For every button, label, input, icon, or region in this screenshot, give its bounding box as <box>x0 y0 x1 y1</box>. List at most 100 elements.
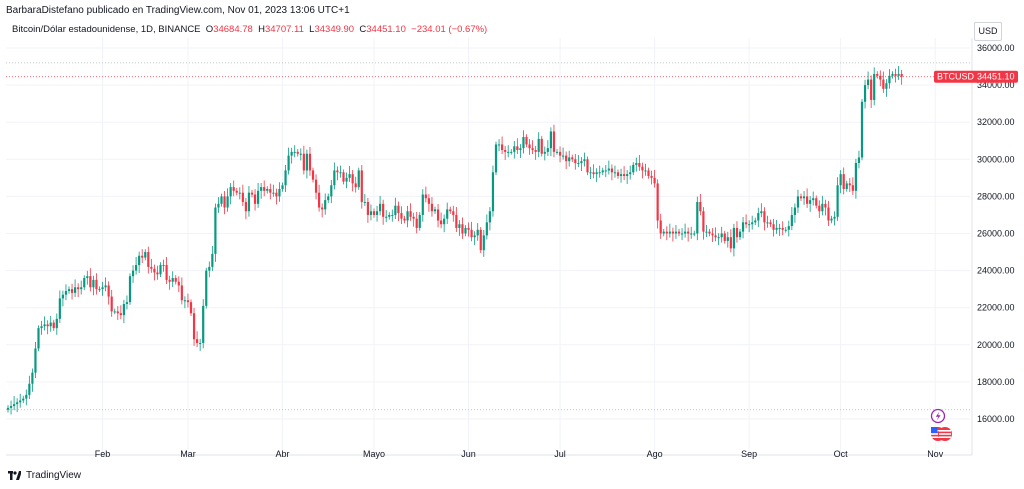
candle-body <box>412 216 415 219</box>
candle-body <box>214 207 217 254</box>
candle-body <box>708 231 711 234</box>
candle-body <box>95 279 98 290</box>
candle-body <box>653 177 656 184</box>
candle-body <box>375 211 379 215</box>
candle-body <box>131 270 135 277</box>
candle-body <box>305 153 308 171</box>
candle-body <box>6 407 10 410</box>
candle-body <box>626 174 629 176</box>
candle-body <box>397 205 400 214</box>
candle-body <box>638 163 641 167</box>
candle-body <box>92 279 95 288</box>
time-tick-label: Oct <box>834 449 849 459</box>
time-tick-label: Ago <box>647 449 663 459</box>
price-tag-value: 34451.10 <box>977 72 1015 82</box>
candle-body <box>418 214 421 228</box>
candle-body <box>174 278 177 282</box>
reference-lines <box>6 62 970 411</box>
price-tick-label: 30000.00 <box>977 154 1015 164</box>
grid <box>6 38 970 455</box>
candle-body <box>449 209 452 212</box>
candle-body <box>119 313 122 316</box>
candle-body <box>796 196 800 208</box>
candle-body <box>745 222 748 225</box>
candle-body <box>580 161 583 164</box>
candle-body <box>806 196 809 204</box>
candle-body <box>186 300 190 303</box>
candle-body <box>717 237 720 239</box>
footer-brand: TradingView <box>26 470 82 481</box>
candle-body <box>754 220 757 223</box>
candle-body <box>696 201 699 234</box>
candle-body <box>705 231 708 233</box>
candle-body <box>848 183 851 186</box>
candle-body <box>629 172 632 175</box>
candle-body <box>586 159 589 173</box>
candle-body <box>888 75 891 84</box>
candle-body <box>333 170 336 186</box>
currency-selector[interactable]: USD <box>974 22 1002 41</box>
candle-body <box>284 170 287 186</box>
candle-body <box>455 214 458 228</box>
candle-body <box>220 196 223 204</box>
candle-body <box>851 185 854 191</box>
candle-body <box>311 170 315 180</box>
candle-body <box>635 163 638 165</box>
candle-body <box>272 192 275 194</box>
candle-body <box>156 272 159 275</box>
candle-body <box>522 137 525 149</box>
candle-body <box>22 398 25 401</box>
candle-body <box>89 276 92 288</box>
us-flag-icon[interactable] <box>931 427 952 441</box>
candle-body <box>199 342 202 344</box>
tradingview-logo-icon <box>8 471 21 480</box>
candle-body <box>815 198 818 206</box>
footer-branding[interactable]: TradingView <box>8 470 81 481</box>
high-value: 34707.11 <box>264 24 304 35</box>
candle-body <box>150 266 153 269</box>
candle-body <box>159 265 162 275</box>
candle-body <box>446 209 449 219</box>
candle-body <box>894 73 897 76</box>
candle-body <box>165 265 168 280</box>
time-tick-label: Jun <box>461 449 476 459</box>
close-value: 34451.10 <box>366 24 406 35</box>
candle-body <box>241 192 244 202</box>
candle-body <box>751 222 754 225</box>
low-key: L <box>309 24 315 35</box>
lightning-icon[interactable] <box>930 408 946 424</box>
candle-body <box>122 303 125 316</box>
candle-body <box>296 151 299 154</box>
candle-body <box>83 278 86 288</box>
candle-body <box>369 211 373 215</box>
candle-body <box>555 151 559 153</box>
candle-body <box>223 196 226 208</box>
candle-body <box>619 174 623 176</box>
candle-body <box>238 192 241 194</box>
candle-body <box>464 227 467 234</box>
candle-body <box>732 227 735 249</box>
candle-body <box>25 394 28 399</box>
last-price-tag[interactable]: BTCUSD 34451.10 <box>934 70 1018 83</box>
candle-body <box>824 203 827 208</box>
candle-body <box>790 214 793 227</box>
price-tick-label: 22000.00 <box>977 303 1015 313</box>
candle-body <box>504 150 507 152</box>
candle-body <box>476 229 479 236</box>
candle-body <box>253 194 257 204</box>
candle-body <box>891 73 894 76</box>
time-tick-label: Feb <box>95 449 111 459</box>
candle-body <box>327 196 330 201</box>
high-key: H <box>258 24 265 35</box>
candle-body <box>854 163 857 191</box>
time-tick-label: Mar <box>180 449 196 459</box>
candle-body <box>674 231 678 234</box>
candle-body <box>650 175 653 178</box>
candle-body <box>403 218 406 221</box>
candle-body <box>205 270 208 306</box>
candle-body <box>263 187 266 191</box>
candle-body <box>668 231 671 234</box>
candle-body <box>546 148 549 152</box>
candle-body <box>757 213 760 221</box>
